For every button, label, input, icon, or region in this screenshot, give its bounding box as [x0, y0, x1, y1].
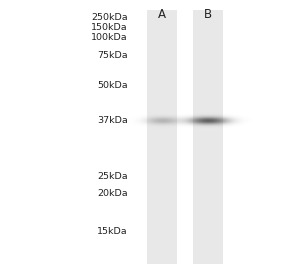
Text: 150kDa: 150kDa: [91, 23, 128, 32]
Text: 25kDa: 25kDa: [97, 172, 128, 181]
Text: 100kDa: 100kDa: [91, 33, 128, 42]
Bar: [193, 10, 223, 264]
Bar: [147, 10, 177, 264]
Text: 50kDa: 50kDa: [97, 81, 128, 90]
Text: 250kDa: 250kDa: [91, 13, 128, 22]
Text: 20kDa: 20kDa: [97, 189, 128, 198]
Text: A: A: [158, 8, 166, 21]
Text: 75kDa: 75kDa: [97, 51, 128, 60]
Text: 15kDa: 15kDa: [97, 227, 128, 236]
Text: B: B: [204, 8, 212, 21]
Text: 37kDa: 37kDa: [97, 116, 128, 125]
